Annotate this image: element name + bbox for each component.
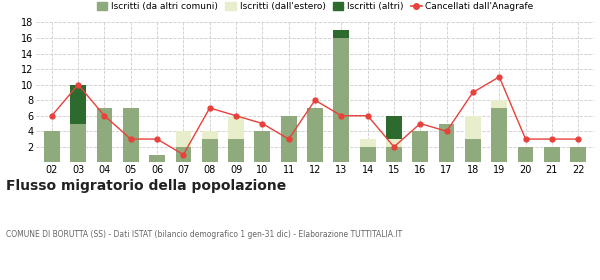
Cancellati dall'Anagrafe xyxy=(469,91,476,94)
Line: Cancellati dall'Anagrafe: Cancellati dall'Anagrafe xyxy=(49,74,581,157)
Cancellati dall'Anagrafe xyxy=(522,137,529,141)
Bar xyxy=(491,100,507,108)
Text: Flusso migratorio della popolazione: Flusso migratorio della popolazione xyxy=(6,179,286,193)
Bar xyxy=(70,123,86,162)
Bar xyxy=(97,108,112,162)
Cancellati dall'Anagrafe xyxy=(575,137,582,141)
Bar xyxy=(202,139,218,162)
Bar xyxy=(149,155,165,162)
Bar xyxy=(491,108,507,162)
Cancellati dall'Anagrafe xyxy=(311,99,319,102)
Cancellati dall'Anagrafe xyxy=(285,137,292,141)
Bar xyxy=(412,131,428,162)
Cancellati dall'Anagrafe xyxy=(101,114,108,117)
Bar xyxy=(228,116,244,139)
Bar xyxy=(544,147,560,162)
Bar xyxy=(202,131,218,139)
Bar xyxy=(44,131,59,162)
Bar xyxy=(386,147,402,162)
Bar xyxy=(123,108,139,162)
Cancellati dall'Anagrafe xyxy=(364,114,371,117)
Bar xyxy=(307,108,323,162)
Legend: Iscritti (da altri comuni), Iscritti (dall'estero), Iscritti (altri), Cancellati: Iscritti (da altri comuni), Iscritti (da… xyxy=(93,0,537,15)
Cancellati dall'Anagrafe xyxy=(48,114,55,117)
Bar xyxy=(386,139,402,147)
Bar xyxy=(228,139,244,162)
Text: COMUNE DI BORUTTA (SS) - Dati ISTAT (bilancio demografico 1 gen-31 dic) - Elabor: COMUNE DI BORUTTA (SS) - Dati ISTAT (bil… xyxy=(6,230,402,239)
Bar xyxy=(334,38,349,162)
Cancellati dall'Anagrafe xyxy=(338,114,345,117)
Cancellati dall'Anagrafe xyxy=(206,106,214,110)
Cancellati dall'Anagrafe xyxy=(232,114,239,117)
Bar xyxy=(176,131,191,147)
Bar xyxy=(176,147,191,162)
Cancellati dall'Anagrafe xyxy=(496,75,503,78)
Bar xyxy=(439,123,455,162)
Bar xyxy=(571,147,586,162)
Cancellati dall'Anagrafe xyxy=(548,137,556,141)
Bar xyxy=(518,147,533,162)
Cancellati dall'Anagrafe xyxy=(180,153,187,156)
Cancellati dall'Anagrafe xyxy=(416,122,424,125)
Cancellati dall'Anagrafe xyxy=(443,130,450,133)
Cancellati dall'Anagrafe xyxy=(127,137,134,141)
Cancellati dall'Anagrafe xyxy=(391,145,398,148)
Bar xyxy=(386,116,402,139)
Bar xyxy=(334,30,349,38)
Cancellati dall'Anagrafe xyxy=(259,122,266,125)
Bar xyxy=(465,139,481,162)
Bar xyxy=(281,116,296,162)
Bar xyxy=(254,131,270,162)
Bar xyxy=(360,139,376,147)
Bar xyxy=(360,147,376,162)
Cancellati dall'Anagrafe xyxy=(154,137,161,141)
Bar xyxy=(70,85,86,123)
Bar xyxy=(465,116,481,139)
Cancellati dall'Anagrafe xyxy=(74,83,82,86)
